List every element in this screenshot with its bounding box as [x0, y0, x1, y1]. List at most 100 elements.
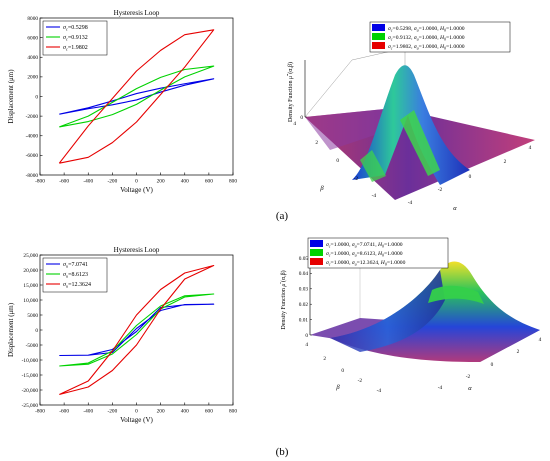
y-tick-label: -25,000: [22, 403, 39, 409]
x-tick-label: 0: [135, 179, 138, 185]
y-tick-label: 0: [35, 94, 38, 100]
chart-title: Hysteresis Loop: [114, 9, 160, 17]
hysteresis-chart-b: -800 -600 -400 -200 0 200 400 600 800 -25,000 -20,…: [7, 246, 237, 424]
y-tick-label: -10,000: [22, 358, 39, 364]
x-tick-label: 400: [181, 409, 189, 415]
y-tick-label: 10,000: [23, 298, 38, 304]
surface-legend-swatch: [310, 258, 323, 265]
alpha-axis-label: α: [468, 385, 472, 392]
surface-legend-entry: σc=1.0000, σu=7.0741, H0=1.0000: [326, 242, 403, 248]
surface-legend-entry: σc=1.0000, σu=8.6123, H0=1.0000: [326, 251, 403, 257]
x-tick-label: 200: [157, 179, 165, 185]
panel-label-b: (b): [276, 446, 289, 458]
legend-entry: σu=7.0741: [63, 262, 88, 269]
beta-tick-label: 4: [293, 121, 296, 127]
x-tick-label: 400: [181, 179, 189, 185]
beta-tick-label: -4: [372, 193, 377, 199]
surface-legend-entry: σc=0.5298, σu=1.0000, H0=1.0000: [388, 26, 465, 32]
surface-b-hill-side: [330, 270, 445, 352]
y-tick-label: 25,000: [23, 253, 38, 259]
x-tick-label: 800: [229, 179, 237, 185]
legend-entry: σc=0.9132: [63, 35, 88, 42]
z-tick-label: 0.05: [299, 256, 309, 262]
y-tick-label: 5000: [27, 313, 38, 319]
surface-a-ridge: [352, 65, 470, 185]
alpha-tick-label: 2: [517, 349, 520, 355]
alpha-tick-label: 0: [469, 174, 472, 180]
beta-tick-label: -4: [377, 388, 382, 394]
z-tick-label: 0: [300, 115, 303, 121]
y-tick-label: -6000: [26, 153, 39, 159]
x-tick-label: -800: [35, 179, 45, 185]
y-tick-label: -15,000: [22, 373, 39, 379]
surface-legend-swatch: [372, 33, 385, 40]
y-tick-label: 20,000: [23, 268, 38, 274]
surface-a-ridge-green: [400, 110, 440, 176]
beta-tick-label: 2: [315, 140, 318, 146]
legend-entry: σu=12.3624: [63, 282, 91, 289]
y-tick-label: 2000: [27, 75, 38, 81]
y-axis-label: Displacement (μm): [7, 302, 15, 357]
legend-entry: σc=1.9802: [63, 45, 88, 52]
x-tick-label: -800: [35, 409, 45, 415]
surface-legend-swatch: [310, 240, 323, 247]
x-tick-label: -200: [108, 179, 118, 185]
series-line: [59, 303, 215, 357]
z-tick-label: 0.03: [299, 287, 309, 293]
legend-entry: σu=8.6123: [63, 272, 88, 279]
y-axis-label: Displacement (μm): [7, 69, 15, 124]
surface-legend-swatch: [310, 249, 323, 256]
x-axis-label: Voltage (V): [120, 416, 153, 424]
series-line: [59, 65, 215, 128]
surface-legend-entry: σc=1.0000, σu=12.3624, H0=1.0000: [326, 260, 406, 266]
z-axis-label: Density Function μ'''(α,β): [286, 62, 294, 122]
beta-tick-label: 4: [305, 342, 308, 348]
y-tick-label: 15,000: [23, 283, 38, 289]
alpha-tick-label: -4: [408, 200, 413, 206]
panel-label-a: (a): [276, 210, 289, 222]
y-tick-label: -4000: [26, 134, 39, 140]
x-tick-label: 200: [157, 409, 165, 415]
z-tick-label: 0: [305, 333, 308, 339]
chart-title: Hysteresis Loop: [114, 246, 160, 254]
alpha-tick-label: 4: [529, 145, 532, 151]
alpha-tick-label: 4: [539, 337, 542, 343]
x-tick-label: -400: [83, 179, 93, 185]
alpha-axis-label: α: [453, 205, 457, 212]
series-line: [59, 264, 215, 396]
surface-legend-swatch: [372, 42, 385, 49]
alpha-tick-label: 2: [504, 159, 507, 165]
surface-legend-box: [307, 237, 449, 269]
alpha-tick-label: -4: [438, 385, 443, 391]
legend-entry: σc=0.5298: [63, 25, 88, 32]
surface-legend-entry: σc=0.9132, σu=1.0000, H0=1.0000: [388, 35, 465, 41]
z-tick-label: 0.02: [299, 302, 309, 308]
surface-b-green-band: [428, 285, 484, 304]
surface-a-ridge-green-2: [360, 150, 386, 182]
y-tick-label: 6000: [27, 35, 38, 41]
z-axis-label: Density Function μ''(α,β): [279, 270, 287, 329]
y-tick-label: 8000: [27, 16, 38, 22]
x-tick-label: -400: [83, 409, 93, 415]
series-line: [58, 29, 215, 164]
y-tick-label: -5000: [26, 343, 39, 349]
x-tick-label: 600: [205, 409, 213, 415]
x-tick-label: -200: [108, 409, 118, 415]
surface-legend-entry: σc=1.9802, σu=1.0000, H0=1.0000: [388, 44, 465, 50]
surface-legend-box: [369, 21, 511, 53]
x-tick-label: 800: [229, 409, 237, 415]
y-tick-label: -8000: [26, 173, 39, 179]
y-tick-label: 0: [35, 328, 38, 334]
x-tick-label: 0: [135, 409, 138, 415]
beta-tick-label: 2: [323, 356, 326, 362]
alpha-tick-label: 0: [491, 362, 494, 368]
y-tick-label: -20,000: [22, 388, 39, 394]
hysteresis-chart-a: -800 -600 -400 -200 0 200 400 600 800-8000-6000-…: [7, 9, 237, 194]
series-line: [59, 78, 215, 115]
beta-tick-label: -2: [358, 378, 363, 384]
z-tick-label: 0.01: [299, 317, 309, 323]
beta-tick-label: 0: [336, 158, 339, 164]
y-tick-label: 4000: [27, 55, 38, 61]
